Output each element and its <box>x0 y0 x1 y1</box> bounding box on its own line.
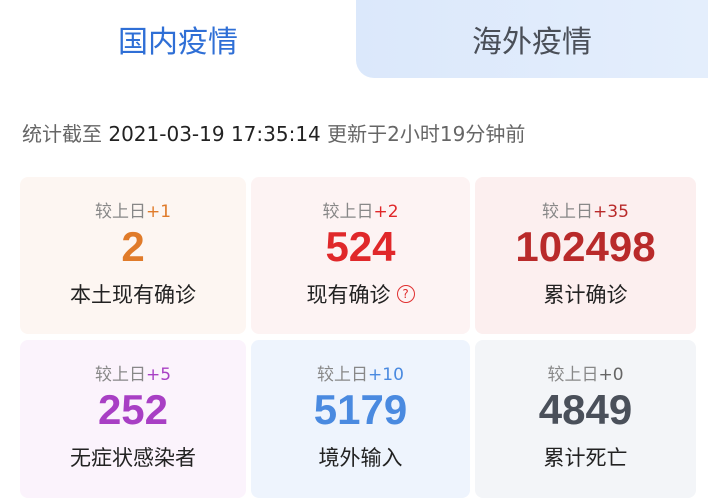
delta-row: 较上日+35 <box>542 197 629 222</box>
stat-card-total-deaths: 较上日+0 4849 累计死亡 <box>475 340 696 498</box>
delta-row: 较上日+10 <box>317 360 404 385</box>
stat-label: 境外输入 <box>319 442 403 472</box>
stat-label: 累计死亡 <box>544 442 628 472</box>
stat-value: 102498 <box>515 223 656 270</box>
question-circle-icon[interactable]: ? <box>396 285 415 303</box>
stat-card-asymptomatic: 较上日+5 252 无症状感染者 <box>20 340 246 498</box>
delta-value: +1 <box>145 202 172 222</box>
delta-label: 较上日 <box>322 202 374 222</box>
region-tabs: 国内疫情 海外疫情 <box>0 0 708 78</box>
stat-value: 524 <box>325 223 396 270</box>
stat-value: 4849 <box>538 386 633 433</box>
delta-label: 较上日 <box>94 365 146 385</box>
delta-label: 较上日 <box>94 202 146 222</box>
stat-value: 2 <box>121 223 145 270</box>
tab-overseas[interactable]: 海外疫情 <box>356 0 708 78</box>
delta-row: 较上日+5 <box>94 360 172 385</box>
stat-value: 5179 <box>313 386 408 433</box>
tab-domestic[interactable]: 国内疫情 <box>0 0 356 78</box>
stat-label: 无症状感染者 <box>70 442 196 472</box>
delta-row: 较上日+2 <box>322 197 399 222</box>
delta-value: +0 <box>598 365 624 385</box>
stat-value: 252 <box>97 386 169 433</box>
stat-label-text: 无症状感染者 <box>70 446 196 470</box>
stat-label-text: 本土现有确诊 <box>70 283 196 307</box>
stat-card-total-confirmed: 较上日+35 102498 累计确诊 <box>475 177 696 334</box>
stat-label: 累计确诊 <box>544 279 628 309</box>
stat-card-current-confirmed: 较上日+2 524 现有确诊? <box>251 177 470 334</box>
update-suffix: 更新于2小时19分钟前 <box>327 122 526 146</box>
stat-label-text: 境外输入 <box>318 446 403 470</box>
delta-row: 较上日+1 <box>94 197 172 222</box>
delta-label: 较上日 <box>317 365 369 385</box>
delta-label: 较上日 <box>542 202 594 222</box>
stat-label: 本土现有确诊 <box>70 279 196 309</box>
update-info: 统计截至 2021-03-19 17:35:14 更新于2小时19分钟前 <box>22 118 525 147</box>
stat-card-imported: 较上日+10 5179 境外输入 <box>251 340 470 498</box>
delta-value: +5 <box>145 365 172 385</box>
delta-value: +10 <box>368 365 404 385</box>
delta-value: +2 <box>373 202 399 222</box>
stats-grid: 较上日+1 2 本土现有确诊 较上日+2 524 现有确诊? 较上日+35 10… <box>20 177 696 498</box>
stat-card-local-confirmed: 较上日+1 2 本土现有确诊 <box>20 177 246 334</box>
delta-label: 较上日 <box>547 365 599 385</box>
stat-label-text: 累计确诊 <box>543 283 628 307</box>
stat-label-text: 现有确诊 <box>306 283 391 307</box>
stat-label-text: 累计死亡 <box>543 446 628 470</box>
update-prefix: 统计截至 <box>22 122 102 146</box>
delta-row: 较上日+0 <box>547 360 624 385</box>
stat-label: 现有确诊? <box>307 279 415 309</box>
delta-value: +35 <box>593 202 629 222</box>
update-time: 2021-03-19 17:35:14 <box>108 122 321 146</box>
